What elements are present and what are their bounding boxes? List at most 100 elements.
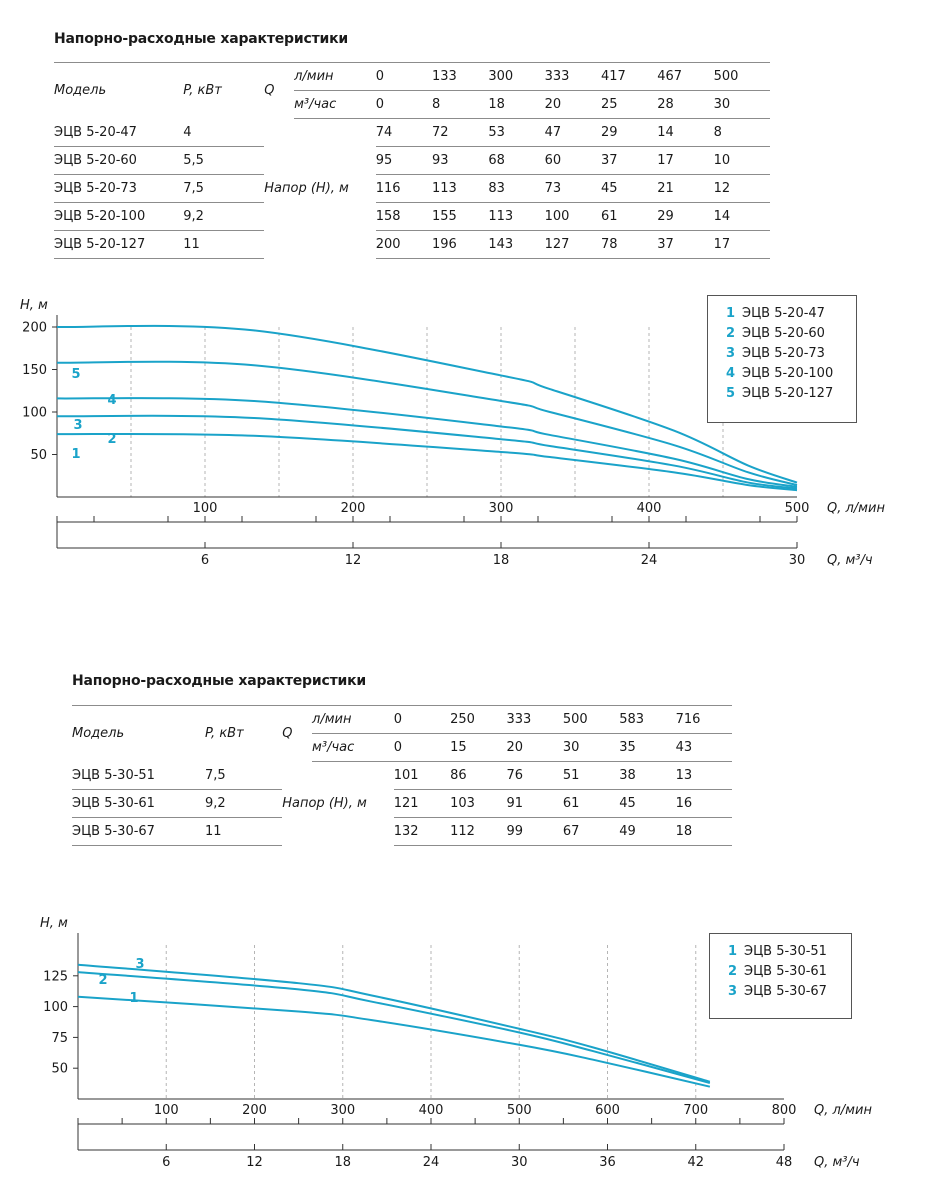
flow-value-m3h: 25 — [600, 90, 658, 119]
head-value-cell: 21 — [657, 174, 714, 203]
head-value-cell: 73 — [544, 174, 601, 203]
x-tick-label: 200 — [341, 501, 366, 516]
legend-label: ЭЦВ 5-30-61 — [744, 964, 827, 979]
power-cell: 11 — [205, 817, 283, 846]
flow-value-m3h: 18 — [488, 90, 545, 119]
head-value-cell: 116 — [375, 174, 432, 203]
flow-value-m3h: 28 — [657, 90, 714, 119]
head-value-cell: 103 — [450, 789, 507, 818]
series-line-3 — [56, 397, 798, 488]
x-axis-label: Q, л/мин — [827, 501, 885, 516]
legend-item: 4 ЭЦВ 5-20-100 — [726, 364, 842, 384]
model-header: Модель — [72, 705, 205, 762]
series-line-5 — [56, 324, 798, 484]
x-axis-label: Q, л/мин — [814, 1103, 872, 1118]
x2-tick-label: 18 — [334, 1155, 351, 1170]
table-row: ЭЦВ 5-20-127 11 200 196 143 127 78 37 17 — [54, 230, 770, 259]
y-tick-label: 50 — [30, 448, 47, 463]
flow-value-lpm: 583 — [619, 705, 676, 734]
head-value-cell: 74 — [375, 118, 432, 147]
legend-item: 1 ЭЦВ 5-30-51 — [728, 942, 837, 962]
head-value-cell: 100 — [544, 202, 601, 231]
table-row: ЭЦВ 5-20-47 4 Напор (Н), м 74 72 53 47 29 14 8 — [54, 118, 770, 196]
flow-value-lpm: 133 — [432, 62, 489, 91]
y-axis-label: Н, м — [20, 298, 48, 313]
flow-value-lpm: 716 — [675, 705, 732, 734]
power-cell: 4 — [183, 118, 265, 147]
flow-value-m3h: 30 — [562, 733, 620, 762]
head-value-cell: 14 — [657, 118, 714, 147]
series-number-label: 3 — [73, 418, 82, 433]
model-cell: ЭЦВ 5-20-100 — [54, 202, 184, 231]
model-header: Модель — [54, 62, 184, 119]
section-title: Напорно-расходные характеристики — [54, 31, 349, 47]
model-cell: ЭЦВ 5-20-60 — [54, 146, 184, 175]
head-value-cell: 127 — [544, 230, 601, 259]
legend-label: ЭЦВ 5-20-60 — [742, 326, 825, 341]
head-value-cell: 158 — [375, 202, 432, 231]
head-value-cell: 38 — [619, 761, 676, 790]
x-tick-label: 300 — [489, 501, 514, 516]
x2-tick-label: 42 — [687, 1155, 704, 1170]
series-number-label: 1 — [129, 991, 138, 1006]
power-header: P, кВт — [205, 705, 283, 762]
q-header: Q — [264, 62, 295, 119]
x-tick-label: 800 — [772, 1103, 797, 1118]
flow-value-lpm: 500 — [713, 62, 770, 91]
head-value-cell: 51 — [562, 761, 620, 790]
head-value-cell: 132 — [393, 817, 451, 846]
flow-value-lpm: 333 — [544, 62, 601, 91]
table-row: ЭЦВ 5-30-51 7,5 Напор (Н), м 101 86 76 51 38 13 — [72, 761, 732, 811]
flow-unit-m3h: м³/час — [294, 90, 376, 119]
y-axis-label: Н, м — [40, 916, 68, 931]
x2-tick-label: 12 — [246, 1155, 263, 1170]
head-value-cell: 17 — [713, 230, 770, 259]
head-value-cell: 112 — [450, 817, 507, 846]
legend-item: 3 ЭЦВ 5-20-73 — [726, 344, 842, 364]
head-value-cell: 37 — [600, 146, 658, 175]
series-number-label: 3 — [135, 957, 144, 972]
chart-legend: 1 ЭЦВ 5-30-51 2 ЭЦВ 5-30-61 3 ЭЦВ 5-30-67 — [709, 933, 852, 1019]
flow-value-lpm: 417 — [600, 62, 658, 91]
legend-item: 5 ЭЦВ 5-20-127 — [726, 384, 842, 404]
x-tick-label: 500 — [507, 1103, 532, 1118]
q-header: Q — [282, 705, 313, 762]
legend-number: 2 — [726, 326, 736, 341]
flow-value-lpm: 0 — [393, 705, 451, 734]
head-value-cell: 200 — [375, 230, 432, 259]
head-value-cell: 53 — [488, 118, 545, 147]
power-cell: 7,5 — [205, 761, 283, 790]
series-line-1 — [56, 432, 798, 492]
y-tick-label: 100 — [43, 1000, 68, 1015]
flow-unit-lpm: л/мин — [312, 705, 394, 734]
legend-item: 1 ЭЦВ 5-20-47 — [726, 304, 842, 324]
table-row: ЭЦВ 5-20-100 9,2 158 155 113 100 61 29 14 — [54, 202, 770, 231]
model-cell: ЭЦВ 5-20-73 — [54, 174, 184, 203]
power-cell: 5,5 — [183, 146, 265, 175]
head-value-cell: 16 — [675, 789, 732, 818]
head-value-cell: 10 — [713, 146, 770, 175]
series-number-label: 1 — [71, 447, 80, 462]
head-value-cell: 14 — [713, 202, 770, 231]
head-value-cell: 60 — [544, 146, 601, 175]
flow-value-m3h: 0 — [375, 90, 432, 119]
head-value-cell: 99 — [506, 817, 563, 846]
flow-unit-m3h: м³/час — [312, 733, 394, 762]
y-tick-label: 50 — [51, 1062, 68, 1077]
series-number-label: 4 — [107, 393, 116, 408]
chart-legend: 1 ЭЦВ 5-20-47 2 ЭЦВ 5-20-60 3 ЭЦВ 5-20-73 4 ЭЦВ… — [707, 295, 857, 423]
legend-number: 5 — [726, 386, 736, 401]
table-row: ЭЦВ 5-30-67 11 132 112 99 67 49 18 — [72, 817, 732, 846]
head-value-cell: 76 — [506, 761, 563, 790]
flow-unit-lpm: л/мин — [294, 62, 376, 91]
head-value-cell: 17 — [657, 146, 714, 175]
head-value-cell: 61 — [600, 202, 658, 231]
legend-label: ЭЦВ 5-30-67 — [744, 984, 827, 999]
legend-number: 3 — [726, 346, 736, 361]
head-value-cell: 29 — [657, 202, 714, 231]
series-line-1 — [77, 995, 711, 1088]
head-value-cell: 68 — [488, 146, 545, 175]
